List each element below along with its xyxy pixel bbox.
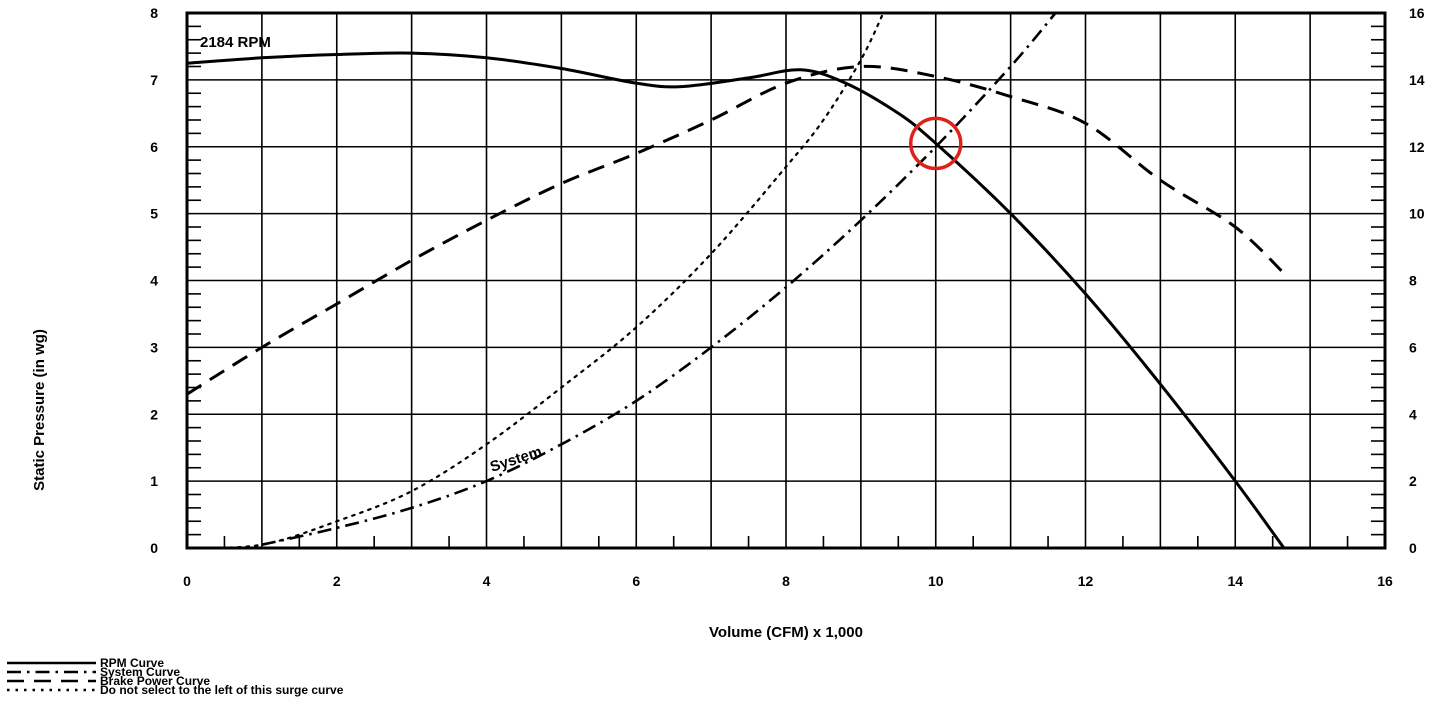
y-tick-label-left: 7 [150,72,158,88]
series-dotted [185,11,885,550]
x-tick-label: 12 [1078,573,1094,589]
x-tick-label: 14 [1227,573,1243,589]
y-tick-label-left: 5 [150,206,158,222]
grid-lines [187,13,1385,548]
y-tick-label-right: 8 [1409,273,1417,289]
series-dash-dot [261,12,1057,546]
y-tick-label-right: 10 [1409,206,1425,222]
minor-ticks [187,25,1385,548]
y-tick-label-left: 6 [150,139,158,155]
y-tick-label-left: 4 [150,273,158,289]
y-tick-label-right: 4 [1409,406,1417,422]
legend-label: Brake Power Curve [100,674,210,688]
x-tick-label: 2 [333,573,341,589]
y-tick-labels-right: 0 2 4 6 8 10 12 14 16 [1409,5,1425,556]
legend-label: System Curve [100,665,180,679]
y-axis-title: Static Pressure (in wg) [31,329,48,491]
y-tick-label-right: 2 [1409,473,1417,489]
series-solid [186,51,1286,549]
x-tick-labels: 0 2 4 6 8 10 12 14 16 [183,573,1393,589]
x-tick-label: 8 [782,573,790,589]
y-tick-label-right: 0 [1409,540,1417,556]
plot-frame [185,11,1387,550]
y-tick-label-left: 2 [150,406,158,422]
legend-label: RPM Curve [100,656,164,670]
y-tick-label-left: 8 [150,5,158,21]
y-tick-label-left: 0 [150,540,158,556]
system-curve-label: System [488,443,544,476]
y-tick-label-right: 6 [1409,339,1417,355]
x-tick-label: 10 [928,573,944,589]
x-tick-label: 0 [183,573,191,589]
operating-point-highlight [909,116,963,171]
y-tick-label-right: 16 [1409,5,1425,21]
x-tick-label: 6 [632,573,640,589]
series-lines [185,11,1289,550]
y-tick-label-left: 1 [150,473,158,489]
series-dashed [186,64,1289,396]
y-tick-label-left: 3 [150,339,158,355]
x-tick-label: 4 [483,573,491,589]
legend-label: Do not select to the left of this surge … [100,683,344,697]
y-tick-labels-left: 0 1 2 3 4 5 6 7 8 [150,5,158,556]
x-axis-title: Volume (CFM) x 1,000 [709,624,863,641]
y-tick-label-right: 14 [1409,72,1425,88]
rpm-curve-label: 2184 RPM [200,34,271,51]
x-tick-label: 16 [1377,573,1393,589]
y-tick-label-right: 12 [1409,139,1425,155]
